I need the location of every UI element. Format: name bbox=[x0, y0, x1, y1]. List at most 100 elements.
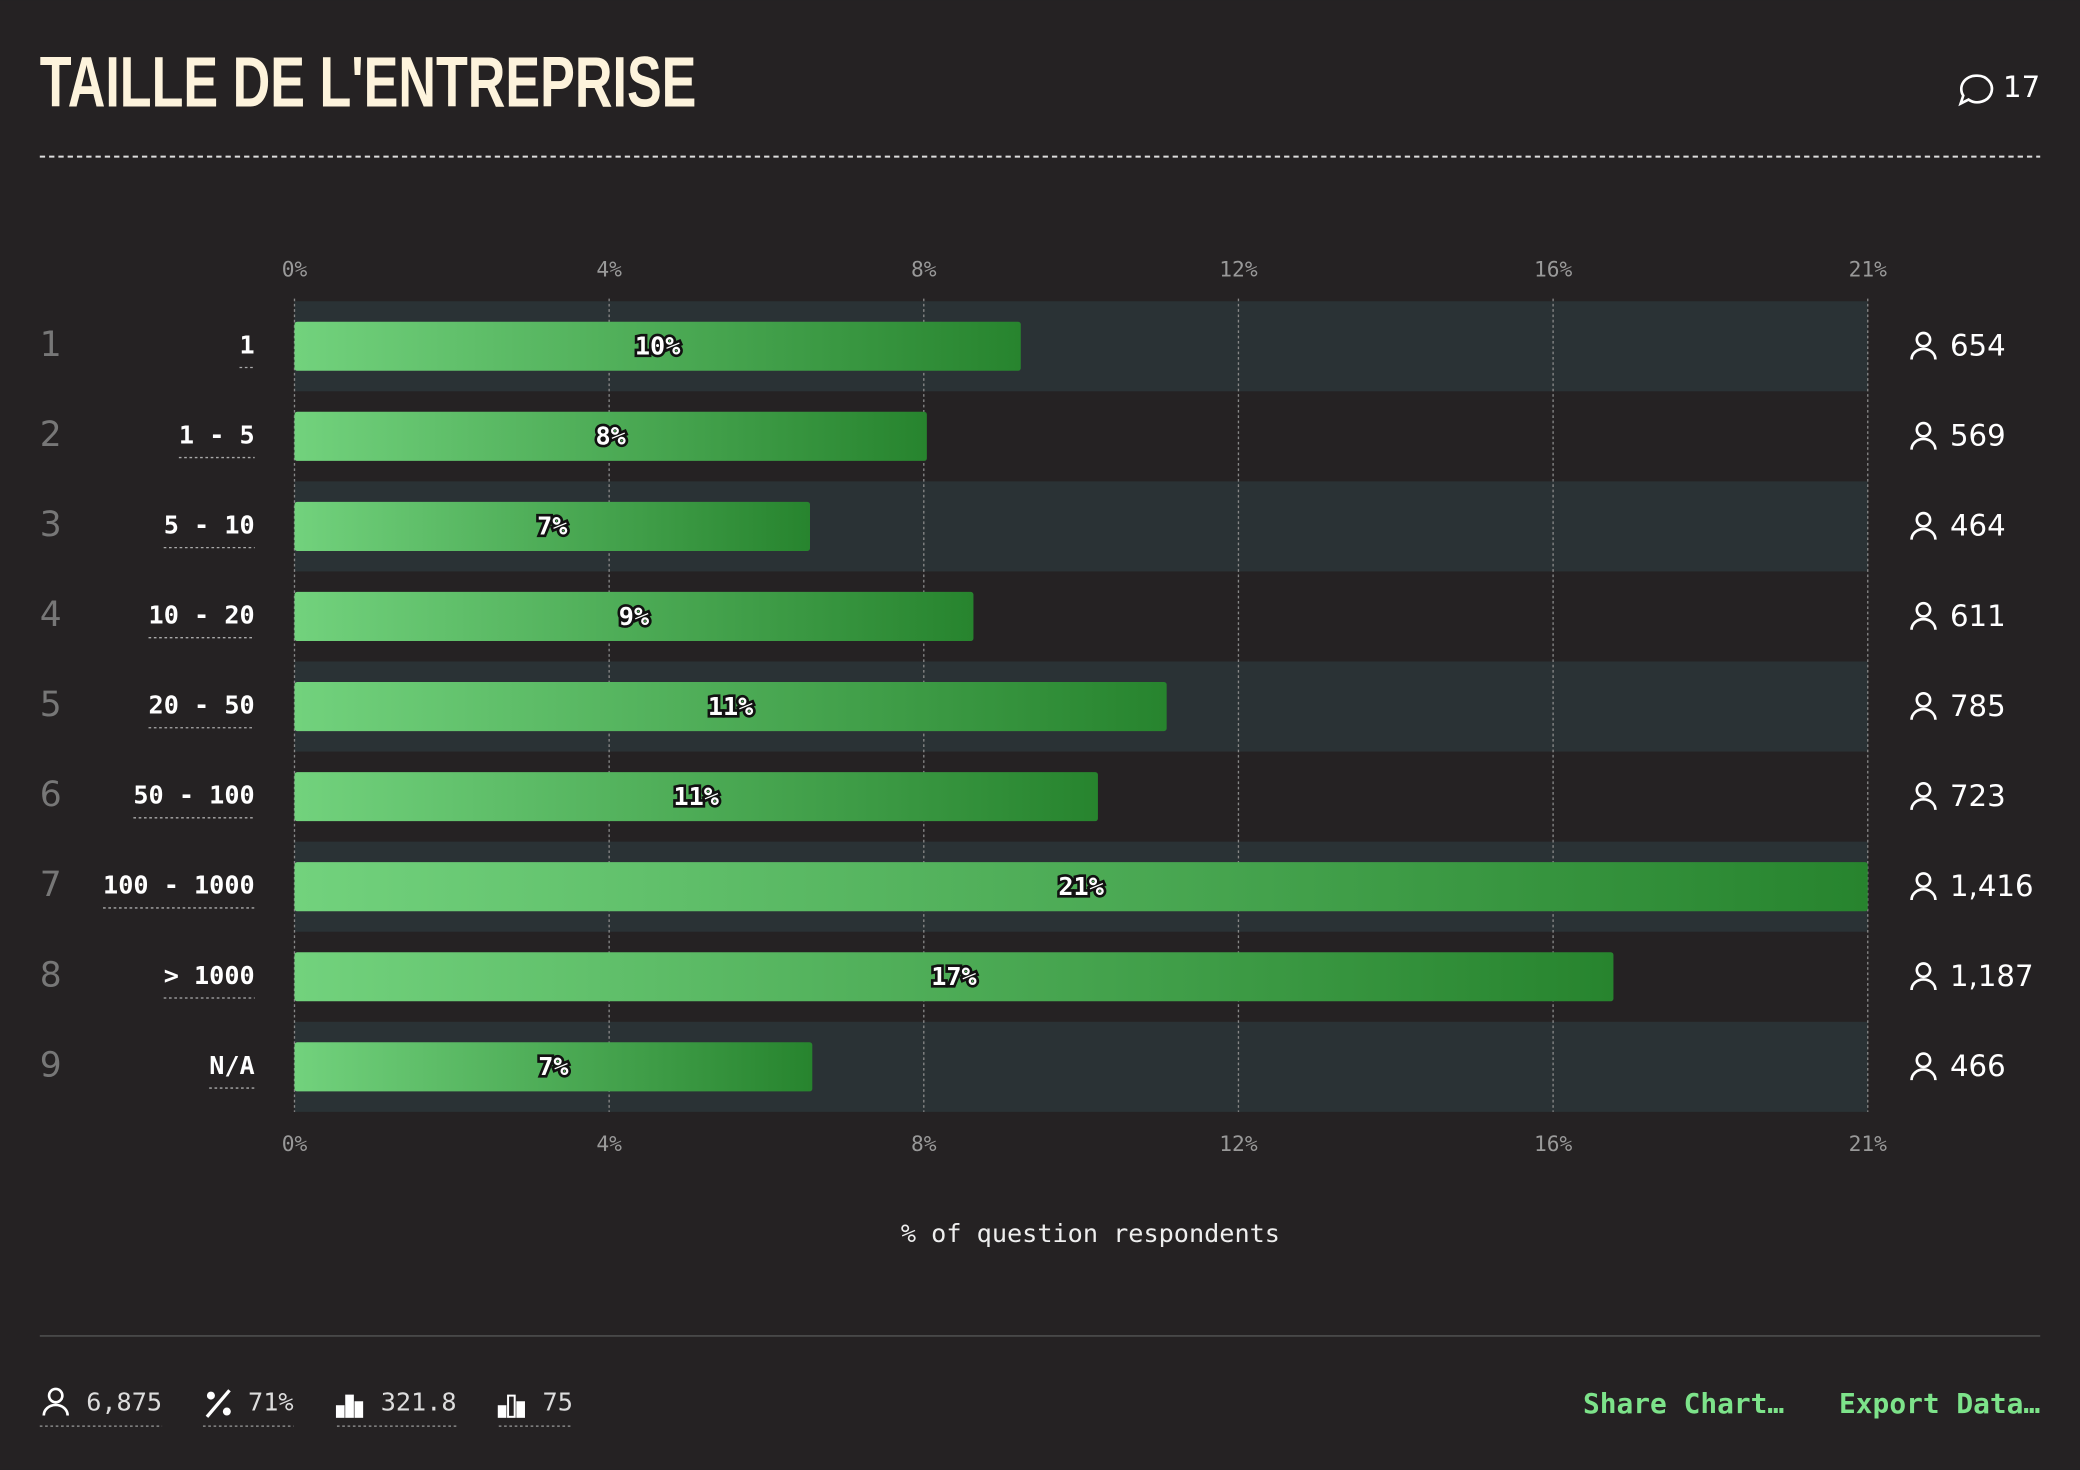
person-icon bbox=[1910, 437, 1937, 450]
category-label: 20 - 50 bbox=[149, 691, 255, 720]
footer-stat: 75 bbox=[543, 1388, 573, 1417]
x-axis-label: % of question respondents bbox=[901, 1219, 1280, 1248]
respondent-count: 1,416 bbox=[1950, 869, 2034, 903]
respondent-count: 654 bbox=[1950, 329, 2006, 363]
value-label: 21% bbox=[1058, 872, 1103, 901]
person-icon bbox=[1915, 691, 1932, 708]
row-number: 2 bbox=[40, 415, 62, 455]
value-label: 7% bbox=[537, 512, 567, 541]
value-label: 11% bbox=[673, 782, 719, 811]
bar bbox=[294, 952, 1614, 1002]
person-icon bbox=[1910, 617, 1937, 630]
stat-icon bbox=[222, 1407, 231, 1416]
comment-icon bbox=[1958, 74, 1994, 107]
title: TAILLE DE L'ENTREPRISE bbox=[40, 43, 697, 123]
x-tick-label: 12% bbox=[1219, 258, 1258, 283]
respondent-count: 1,187 bbox=[1950, 959, 2034, 993]
x-tick-label: 0% bbox=[282, 258, 308, 283]
category-label: 50 - 100 bbox=[133, 781, 254, 810]
footer-stat: 71% bbox=[248, 1388, 294, 1417]
stat-icon bbox=[507, 1394, 516, 1418]
person-icon bbox=[1910, 978, 1937, 991]
bar bbox=[294, 411, 927, 461]
comments[interactable]: 17 bbox=[1958, 70, 2041, 107]
stat-icon bbox=[42, 1403, 69, 1416]
value-label: 7% bbox=[538, 1052, 568, 1081]
value-label: 10% bbox=[635, 332, 681, 361]
person-icon bbox=[1910, 1068, 1937, 1081]
x-tick-label: 16% bbox=[1534, 258, 1573, 283]
x-tick-label: 8% bbox=[911, 258, 937, 283]
stat-icon bbox=[345, 1394, 354, 1418]
stat-icon bbox=[206, 1391, 215, 1400]
category-label: > 1000 bbox=[164, 961, 255, 990]
row-number: 7 bbox=[40, 865, 62, 905]
category-label: 1 bbox=[240, 330, 255, 359]
person-icon bbox=[1910, 888, 1937, 901]
x-tick-label: 4% bbox=[596, 258, 622, 283]
export-button[interactable]: Export Data… bbox=[1839, 1387, 2040, 1420]
person-icon bbox=[1915, 511, 1932, 528]
bar bbox=[294, 321, 1021, 371]
value-label: 9% bbox=[619, 602, 649, 631]
x-tick-label: 12% bbox=[1219, 1132, 1258, 1157]
stat-icon bbox=[516, 1401, 525, 1418]
value-label: 17% bbox=[931, 962, 977, 991]
footer: 6,875 71% 321.8 75 Share Chart… Export Data… bbox=[39, 1387, 2040, 1427]
bar bbox=[294, 501, 811, 551]
x-tick-label: 16% bbox=[1534, 1132, 1573, 1157]
row-number: 3 bbox=[40, 505, 62, 545]
person-icon bbox=[1915, 962, 1932, 979]
stat-icon bbox=[354, 1401, 364, 1418]
respondent-count: 464 bbox=[1950, 509, 2006, 543]
person-icon bbox=[1915, 872, 1932, 889]
person-icon bbox=[1910, 347, 1937, 360]
category-label: N/A bbox=[209, 1051, 255, 1080]
stat-icon bbox=[47, 1387, 64, 1404]
row-number: 1 bbox=[40, 325, 62, 365]
row-number: 9 bbox=[40, 1045, 62, 1085]
x-tick-label: 0% bbox=[282, 1132, 308, 1157]
stat-icon bbox=[335, 1405, 345, 1418]
row-number: 6 bbox=[40, 775, 62, 815]
respondent-count: 723 bbox=[1950, 779, 2006, 813]
respondent-count: 611 bbox=[1950, 599, 2006, 633]
value-label: 11% bbox=[708, 692, 754, 721]
person-icon bbox=[1915, 1052, 1932, 1069]
bar bbox=[294, 1042, 813, 1092]
x-tick-label: 21% bbox=[1849, 258, 1888, 283]
bar bbox=[294, 772, 1098, 822]
respondent-count: 569 bbox=[1950, 419, 2006, 453]
row-number: 5 bbox=[40, 685, 62, 725]
x-tick-label: 8% bbox=[911, 1132, 937, 1157]
row-number: 8 bbox=[40, 955, 62, 995]
row-number: 4 bbox=[40, 595, 62, 635]
person-icon bbox=[1910, 707, 1937, 720]
footer-stat: 321.8 bbox=[381, 1388, 457, 1417]
person-icon bbox=[1910, 527, 1937, 540]
x-tick-label: 4% bbox=[596, 1132, 622, 1157]
category-label: 10 - 20 bbox=[149, 600, 255, 629]
person-icon bbox=[1915, 331, 1932, 348]
category-label: 5 - 10 bbox=[164, 510, 255, 539]
bar bbox=[294, 591, 974, 642]
person-icon bbox=[1915, 782, 1932, 798]
person-icon bbox=[1910, 797, 1937, 811]
value-label: 8% bbox=[595, 422, 625, 451]
x-tick-label: 21% bbox=[1849, 1132, 1888, 1157]
respondent-count: 466 bbox=[1950, 1049, 2006, 1083]
person-icon bbox=[1915, 601, 1932, 618]
respondent-count: 785 bbox=[1950, 689, 2006, 723]
category-label: 1 - 5 bbox=[179, 420, 255, 449]
share-button[interactable]: Share Chart… bbox=[1583, 1387, 1784, 1420]
person-icon bbox=[1915, 421, 1932, 438]
bar bbox=[294, 682, 1167, 732]
category-label: 100 - 1000 bbox=[103, 871, 255, 900]
stat-icon bbox=[497, 1405, 507, 1418]
bar bbox=[294, 862, 1868, 912]
comment-count: 17 bbox=[2003, 70, 2040, 104]
stat-icon bbox=[205, 1389, 231, 1418]
